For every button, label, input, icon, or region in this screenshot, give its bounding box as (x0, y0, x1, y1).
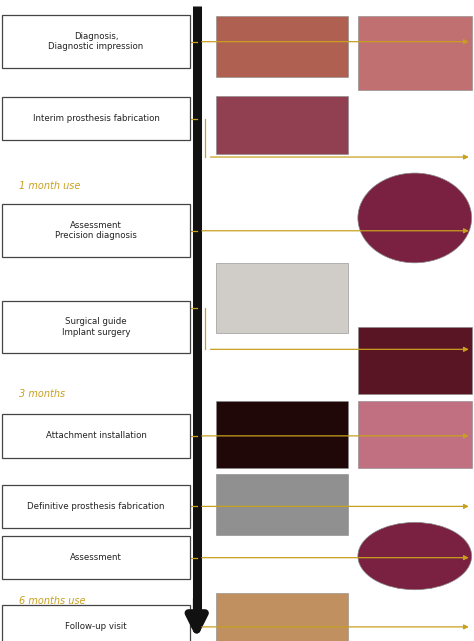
Bar (216, 263, 348, 333)
Text: Interim prosthesis fabrication: Interim prosthesis fabrication (33, 114, 159, 123)
FancyBboxPatch shape (2, 204, 190, 257)
Bar (216, 401, 348, 468)
Text: Definitive prosthesis fabrication: Definitive prosthesis fabrication (27, 502, 165, 511)
FancyBboxPatch shape (2, 485, 190, 528)
Bar (216, 593, 348, 641)
FancyBboxPatch shape (2, 605, 190, 641)
Text: Surgical guide
Implant surgery: Surgical guide Implant surgery (62, 317, 130, 337)
Ellipse shape (358, 173, 472, 263)
Text: 3 months: 3 months (19, 389, 65, 399)
Ellipse shape (358, 522, 472, 590)
FancyBboxPatch shape (2, 536, 190, 579)
Bar (216, 96, 348, 154)
Text: Diagnosis,
Diagnostic impression: Diagnosis, Diagnostic impression (48, 32, 144, 51)
Text: Assessment: Assessment (70, 553, 122, 562)
Text: 6 months use: 6 months use (19, 595, 85, 606)
FancyBboxPatch shape (2, 414, 190, 458)
Bar (358, 401, 472, 468)
FancyBboxPatch shape (2, 15, 190, 68)
Text: Attachment installation: Attachment installation (46, 431, 146, 440)
Bar (216, 16, 348, 77)
Bar (358, 327, 472, 394)
Text: Follow-up visit: Follow-up visit (65, 622, 127, 631)
Bar (216, 474, 348, 535)
Bar (358, 16, 472, 90)
Text: Assessment
Precision diagnosis: Assessment Precision diagnosis (55, 221, 137, 240)
FancyBboxPatch shape (2, 97, 190, 140)
FancyBboxPatch shape (2, 301, 190, 353)
Text: 1 month use: 1 month use (19, 181, 80, 191)
